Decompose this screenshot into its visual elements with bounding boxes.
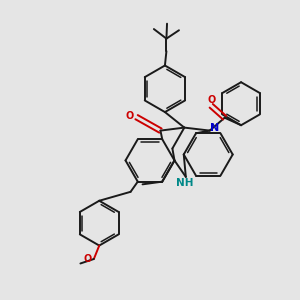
Text: O: O: [207, 95, 215, 105]
Text: NH: NH: [176, 178, 193, 188]
Text: N: N: [210, 123, 219, 133]
Text: O: O: [126, 111, 134, 121]
Text: O: O: [83, 254, 92, 264]
